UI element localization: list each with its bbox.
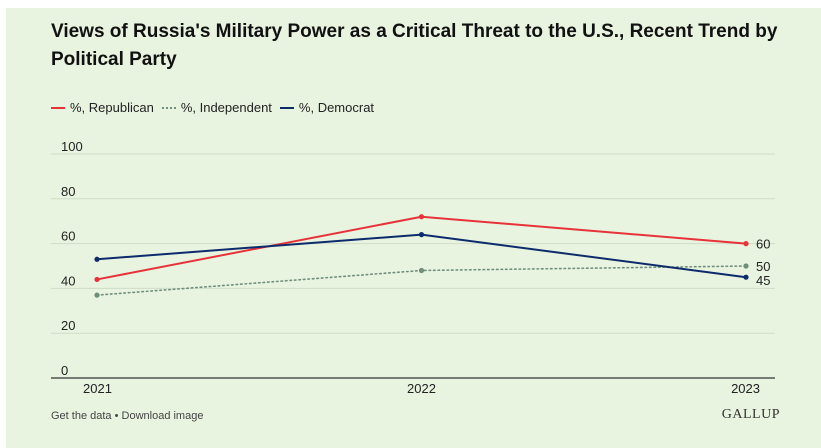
data-point-democrat-2021 xyxy=(94,256,100,262)
data-point-republican-2022 xyxy=(418,214,425,220)
x-tick-label-2023: 2023 xyxy=(731,381,760,396)
y-tick-label-60: 60 xyxy=(61,229,75,244)
legend-item-democrat: %, Democrat xyxy=(279,100,375,115)
data-point-independent-2022 xyxy=(418,267,425,274)
legend-swatch-independent xyxy=(161,106,176,109)
end-label-democrat: 45 xyxy=(756,273,770,288)
legend-label-democrat: %, Democrat xyxy=(298,100,375,115)
data-point-independent-2021 xyxy=(94,292,100,298)
y-tick-label-40: 40 xyxy=(61,273,75,288)
y-tick-label-0: 0 xyxy=(61,363,68,378)
data-point-republican-2021 xyxy=(94,276,100,283)
end-label-republican: 60 xyxy=(756,237,770,252)
end-label-independent: 50 xyxy=(756,259,770,274)
footer-separator: • xyxy=(111,410,122,422)
y-tick-label-20: 20 xyxy=(61,318,75,333)
legend-label-republican: %, Republican xyxy=(70,100,154,115)
chart-title: Views of Russia's Military Power as a Cr… xyxy=(51,21,778,70)
data-point-democrat-2023 xyxy=(743,274,749,280)
get-data-link[interactable]: Get the data xyxy=(51,410,112,422)
data-point-republican-2023 xyxy=(743,241,749,247)
x-tick-label-2021: 2021 xyxy=(83,381,112,396)
x-tick-label-2022: 2022 xyxy=(407,381,436,396)
y-tick-label-80: 80 xyxy=(61,184,75,199)
data-point-democrat-2022 xyxy=(418,232,425,238)
legend-swatch-republican xyxy=(51,106,65,109)
chart-footer: Get the data • Download image xyxy=(51,410,203,422)
chart-card xyxy=(6,8,821,448)
legend-item-republican: %, Republican xyxy=(51,100,154,115)
gallup-logo: GALLUP xyxy=(721,407,780,422)
chart-legend: %, Republican %, Independent %, Democrat xyxy=(51,100,382,115)
data-point-independent-2023 xyxy=(743,263,749,269)
legend-swatch-democrat xyxy=(279,106,294,109)
legend-label-independent: %, Independent xyxy=(180,100,272,115)
y-tick-label-100: 100 xyxy=(61,139,83,154)
download-image-link[interactable]: Download image xyxy=(121,410,204,422)
legend-item-independent: %, Independent xyxy=(161,100,272,115)
